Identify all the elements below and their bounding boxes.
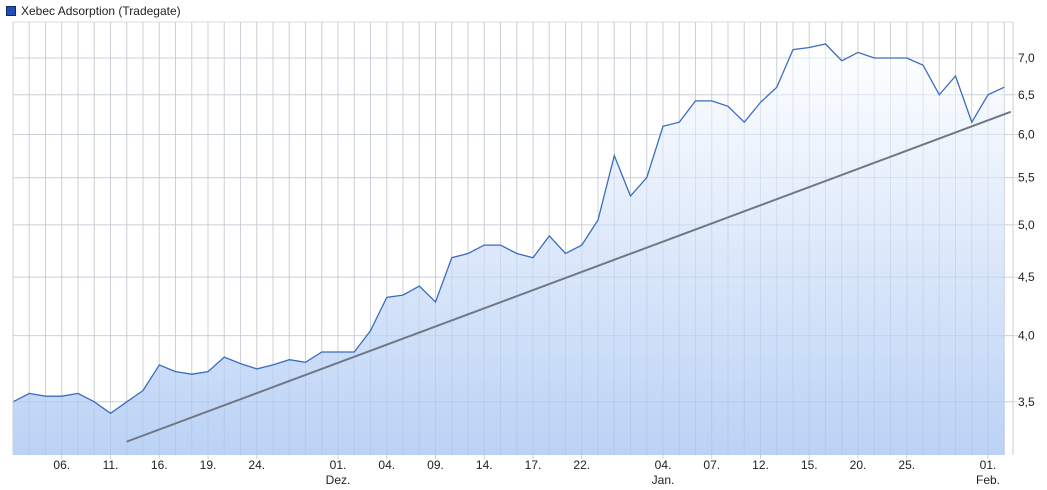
x-tick-label: 16.	[151, 458, 168, 472]
x-tick-label: 11.	[103, 458, 119, 472]
x-tick-label: 19.	[200, 458, 217, 472]
legend-swatch	[6, 6, 16, 16]
x-tick-label: 14.	[476, 458, 493, 472]
x-tick-label: 04.	[655, 458, 672, 472]
y-tick-label: 3,5	[1018, 395, 1035, 409]
y-tick-label: 4,0	[1018, 329, 1035, 343]
x-tick-month-label: Feb.	[976, 473, 1000, 487]
y-tick-label: 6,5	[1018, 88, 1035, 102]
x-tick-label: 06.	[53, 458, 70, 472]
x-tick-label: 24.	[248, 458, 265, 472]
y-tick-label: 4,5	[1018, 270, 1035, 284]
y-tick-label: 5,0	[1018, 218, 1035, 232]
x-tick-month-label: Jan.	[652, 473, 675, 487]
x-tick-label: 01.	[330, 458, 347, 472]
y-tick-label: 7,0	[1018, 51, 1035, 65]
x-tick-label: 25.	[898, 458, 915, 472]
y-tick-label: 6,0	[1018, 127, 1035, 141]
x-tick-label: 12.	[752, 458, 769, 472]
trendline	[126, 110, 1012, 443]
x-tick-label: 22.	[573, 458, 590, 472]
x-tick-month-label: Dez.	[326, 473, 351, 487]
x-tick-label: 09.	[427, 458, 444, 472]
x-tick-label: 04.	[378, 458, 395, 472]
y-tick-label: 5,5	[1018, 171, 1035, 185]
price-line	[12, 43, 1005, 415]
legend-label: Xebec Adsorption (Tradegate)	[21, 4, 181, 18]
x-tick-label: 07.	[703, 458, 720, 472]
legend: Xebec Adsorption (Tradegate)	[6, 4, 181, 18]
x-tick-label: 15.	[801, 458, 818, 472]
x-tick-label: 20.	[850, 458, 867, 472]
x-tick-label: 17.	[525, 458, 542, 472]
x-tick-label: 01.	[980, 458, 997, 472]
